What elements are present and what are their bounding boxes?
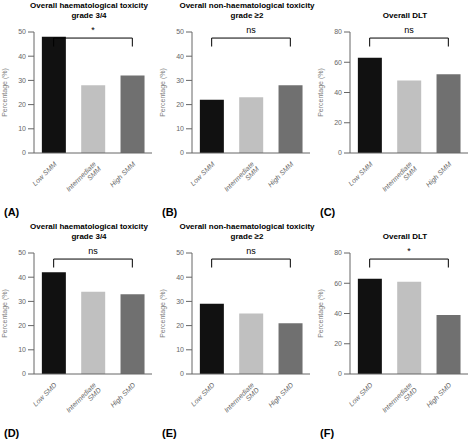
svg-text:30: 30	[18, 298, 26, 305]
svg-text:60: 60	[334, 59, 342, 66]
svg-text:0: 0	[180, 149, 184, 156]
html-text:Overall DLT: Overall DLT	[382, 10, 428, 20]
svg-text:Percentage (%): Percentage (%)	[8, 68, 9, 117]
svg-text:20: 20	[176, 101, 184, 108]
svg-text:IntermediateSMM: IntermediateSMM	[65, 160, 103, 198]
html-text:(E): (E)	[162, 427, 177, 439]
svg-text:ns: ns	[246, 25, 256, 35]
svg-text:Percentage (%): Percentage (%)	[159, 289, 167, 338]
svg-text:0: 0	[338, 149, 342, 156]
svg-text:40: 40	[18, 274, 26, 281]
svg-text:Low SMD: Low SMD	[347, 381, 373, 407]
svg-text:0: 0	[22, 149, 26, 156]
svg-text:40: 40	[334, 89, 342, 96]
svg-text:Low SMD: Low SMD	[31, 381, 57, 407]
svg-text:20: 20	[334, 340, 342, 347]
html-text:Overall haematological toxicit: Overall haematological toxicity grade 3/…	[30, 222, 148, 241]
svg-text:10: 10	[18, 346, 26, 353]
svg-text:ns: ns	[88, 246, 98, 256]
svg-text:Low SMM: Low SMM	[347, 160, 374, 187]
svg-text:Percentage (%): Percentage (%)	[8, 289, 9, 338]
svg-text:0: 0	[180, 370, 184, 377]
svg-text:50: 50	[18, 28, 26, 35]
html-text:(D): (D)	[4, 427, 20, 439]
html-text:(B): (B)	[162, 206, 178, 218]
svg-text:Percentage (%): Percentage (%)	[159, 68, 167, 117]
html-text:(A): (A)	[4, 206, 20, 218]
svg-text:*: *	[91, 25, 95, 35]
svg-text:High SMD: High SMD	[109, 381, 137, 409]
svg-text:Low SMM: Low SMM	[189, 160, 216, 187]
svg-text:80: 80	[334, 249, 342, 256]
svg-text:Low SMM: Low SMM	[31, 160, 58, 187]
html-text:(F): (F)	[320, 427, 334, 439]
svg-text:50: 50	[18, 249, 26, 256]
svg-text:20: 20	[18, 101, 26, 108]
svg-text:30: 30	[18, 77, 26, 84]
svg-text:40: 40	[176, 53, 184, 60]
svg-text:40: 40	[176, 274, 184, 281]
svg-text:0: 0	[338, 370, 342, 377]
svg-text:50: 50	[176, 28, 184, 35]
svg-text:20: 20	[176, 322, 184, 329]
html-text:Overall haematological toxicit: Overall haematological toxicity grade 3/…	[30, 1, 148, 20]
svg-text:20: 20	[18, 322, 26, 329]
svg-text:Low SMD: Low SMD	[189, 381, 215, 407]
svg-text:Percentage (%): Percentage (%)	[317, 68, 325, 117]
svg-text:High SMM: High SMM	[266, 160, 295, 189]
svg-text:20: 20	[334, 119, 342, 126]
svg-text:IntermediateSMD: IntermediateSMD	[381, 381, 418, 418]
html-text:Overall DLT: Overall DLT	[382, 231, 428, 241]
svg-text:ns: ns	[404, 25, 414, 35]
svg-text:High SMM: High SMM	[108, 160, 137, 189]
svg-text:30: 30	[176, 298, 184, 305]
svg-text:10: 10	[176, 125, 184, 132]
svg-text:IntermediateSMM: IntermediateSMM	[223, 160, 261, 198]
svg-text:60: 60	[334, 280, 342, 287]
svg-text:Percentage (%): Percentage (%)	[317, 289, 325, 338]
html-text:Overall non-haematological tox: Overall non-haematological toxicity grad…	[179, 222, 315, 241]
svg-text:IntermediateSMD: IntermediateSMD	[65, 381, 102, 418]
svg-text:0: 0	[22, 370, 26, 377]
svg-text:10: 10	[176, 346, 184, 353]
svg-text:80: 80	[334, 28, 342, 35]
html-text:(C): (C)	[320, 206, 336, 218]
svg-text:*: *	[407, 246, 411, 256]
svg-text:40: 40	[18, 53, 26, 60]
svg-text:IntermediateSMD: IntermediateSMD	[223, 381, 260, 418]
svg-text:40: 40	[334, 310, 342, 317]
svg-text:High SMD: High SMD	[267, 381, 295, 409]
svg-text:High SMD: High SMD	[425, 381, 453, 409]
svg-text:IntermediateSMM: IntermediateSMM	[381, 160, 419, 198]
svg-text:ns: ns	[246, 246, 256, 256]
svg-text:High SMM: High SMM	[424, 160, 453, 189]
svg-text:10: 10	[18, 125, 26, 132]
svg-text:50: 50	[176, 249, 184, 256]
svg-text:30: 30	[176, 77, 184, 84]
html-text:Overall non-haematological tox: Overall non-haematological toxicity grad…	[179, 1, 315, 20]
